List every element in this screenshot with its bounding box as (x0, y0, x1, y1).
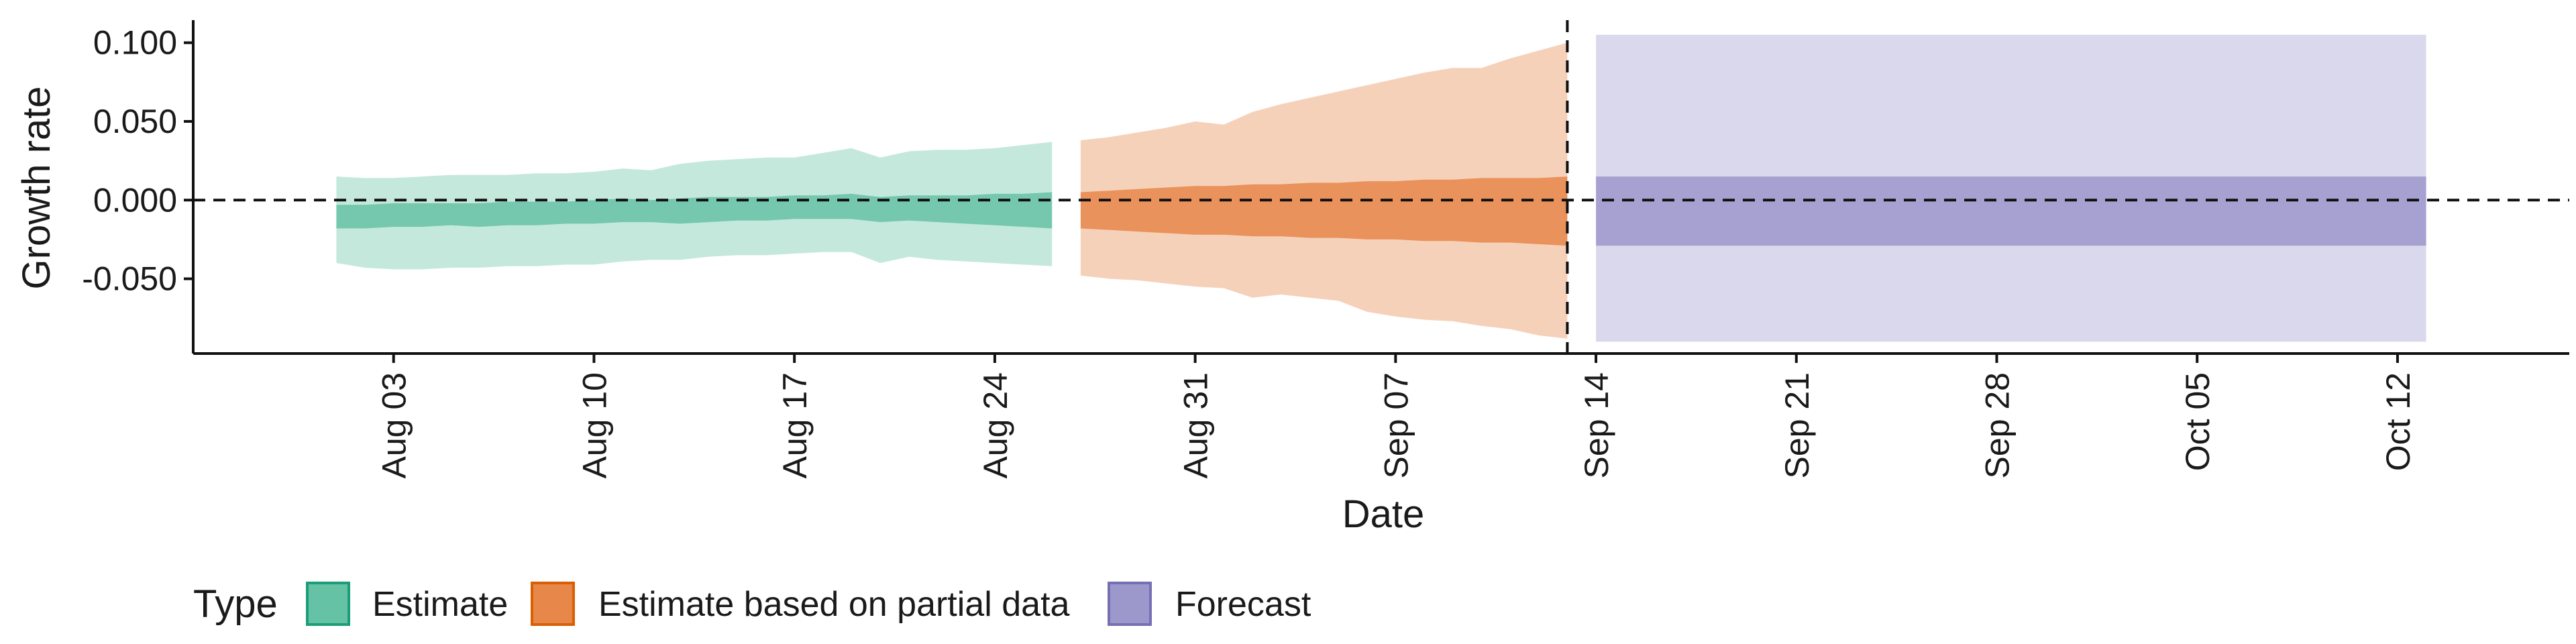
x-tick-label: Sep 21 (1778, 372, 1816, 478)
y-tick-label: 0.000 (93, 181, 177, 219)
y-tick-label: 0.050 (93, 103, 177, 140)
x-tick-label: Sep 14 (1578, 372, 1615, 478)
y-tick-label: 0.100 (93, 24, 177, 62)
x-tick-label: Aug 03 (376, 372, 413, 478)
forecast-band-50 (1596, 176, 2426, 246)
legend-title: Type (193, 582, 278, 626)
legend-label-estimate: Estimate (372, 585, 508, 624)
x-tick-label: Oct 05 (2179, 372, 2216, 471)
legend-key-estimate (306, 582, 350, 626)
legend-label-forecast: Forecast (1175, 585, 1311, 624)
ribbon-layer (336, 34, 2426, 342)
x-tick-label: Sep 28 (1979, 372, 2017, 478)
legend: Type Estimate Estimate based on partial … (193, 582, 1311, 626)
x-tick-label: Aug 10 (576, 372, 613, 478)
legend-key-partial (531, 582, 575, 626)
y-axis-title: Growth rate (15, 87, 58, 290)
axes: 0.100 0.050 0.000 -0.050 Aug 03 Aug 10 Aug 17 A… (82, 20, 2569, 478)
x-tick-label: Oct 12 (2379, 372, 2417, 471)
legend-label-partial: Estimate based on partial data (598, 585, 1070, 624)
y-tick-label: -0.050 (82, 260, 177, 298)
x-axis-title: Date (1342, 492, 1425, 536)
x-tick-label: Sep 07 (1377, 372, 1415, 478)
x-tick-label: Aug 31 (1177, 372, 1215, 478)
partial-band-50 (1080, 176, 1568, 246)
x-tick-label: Aug 17 (776, 372, 814, 478)
estimate-band-50 (336, 192, 1053, 229)
reference-lines (193, 20, 2569, 354)
legend-key-forecast (1108, 582, 1152, 626)
x-tick-label: Aug 24 (977, 372, 1014, 478)
